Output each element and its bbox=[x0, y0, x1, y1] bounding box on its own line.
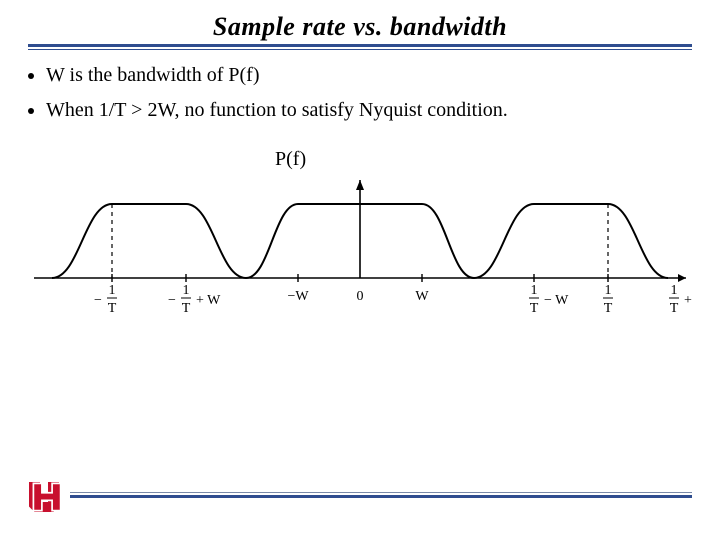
svg-text:W: W bbox=[415, 289, 429, 304]
svg-text:T: T bbox=[604, 301, 613, 316]
svg-text:T: T bbox=[530, 301, 539, 316]
bullet-item: W is the bandwidth of P(f) bbox=[28, 64, 692, 87]
bullet-text: W is the bandwidth of P(f) bbox=[46, 64, 260, 87]
pf-axis-label: P(f) bbox=[275, 148, 306, 171]
svg-text:1: 1 bbox=[531, 283, 538, 298]
spectrum-svg: −W0W−1T−1T + W1T − W1T1T + W bbox=[28, 174, 692, 344]
uh-logo-icon bbox=[24, 477, 64, 522]
svg-text:−: − bbox=[94, 293, 102, 308]
uh-logo-svg bbox=[24, 477, 64, 517]
slide-root: Sample rate vs. bandwidth W is the bandw… bbox=[0, 0, 720, 540]
svg-text:−: − bbox=[168, 293, 176, 308]
svg-text:0: 0 bbox=[357, 289, 364, 304]
svg-text:1: 1 bbox=[183, 283, 190, 298]
svg-text:T: T bbox=[182, 301, 191, 316]
svg-text:+ W: + W bbox=[196, 293, 221, 308]
svg-text:− W: − W bbox=[544, 293, 569, 308]
spectrum-figure: P(f) −W0W−1T−1T + W1T − W1T1T + W bbox=[28, 148, 692, 348]
svg-text:1: 1 bbox=[605, 283, 612, 298]
svg-text:T: T bbox=[670, 301, 679, 316]
svg-text:+ W: + W bbox=[684, 293, 692, 308]
bullet-text: When 1/T > 2W, no function to satisfy Ny… bbox=[46, 99, 508, 122]
bullet-dot-icon bbox=[28, 73, 34, 79]
bullet-dot-icon bbox=[28, 108, 34, 114]
svg-text:T: T bbox=[108, 301, 117, 316]
slide-title: Sample rate vs. bandwidth bbox=[28, 12, 692, 42]
svg-text:−W: −W bbox=[287, 289, 309, 304]
footer-underline bbox=[70, 492, 692, 498]
svg-text:1: 1 bbox=[109, 283, 116, 298]
bullet-item: When 1/T > 2W, no function to satisfy Ny… bbox=[28, 99, 692, 122]
title-underline bbox=[28, 44, 692, 50]
svg-text:1: 1 bbox=[671, 283, 678, 298]
bullet-list: W is the bandwidth of P(f) When 1/T > 2W… bbox=[28, 64, 692, 122]
